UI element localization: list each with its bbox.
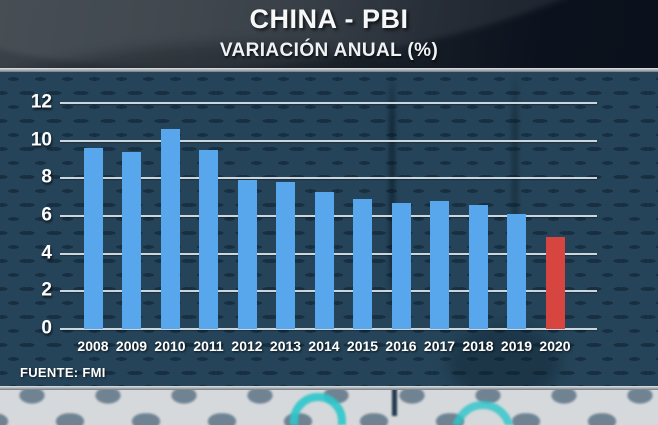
y-axis-label-2: 2 [41,279,52,301]
x-axis-label-2017: 2017 [423,338,456,354]
chart-subtitle: VARIACIÓN ANUAL (%) [219,40,439,61]
x-axis-label-2011: 2011 [193,338,224,354]
bar-2009 [122,151,141,329]
x-axis-label-2013: 2013 [269,338,302,354]
silver-divider-top [0,68,658,72]
teal-ring-decoration [290,393,514,425]
background-shadow-streak [512,72,518,317]
bar-2015 [353,199,372,329]
bar-2016 [391,202,411,329]
gridline-10 [60,139,597,142]
x-axis-label-2015: 2015 [346,338,379,354]
x-axis-label-2018: 2018 [462,338,494,354]
y-axis-label-6: 6 [41,204,52,226]
bar-2013 [276,182,295,329]
x-axis-label-2020: 2020 [539,338,571,354]
bar-2011 [199,150,218,329]
chart-title: CHINA - PBI [249,4,409,34]
bar-2008 [83,148,103,329]
y-axis-label-4: 4 [41,242,52,264]
chart-panel: 0 2 4 6 8 10 12 2008 2009 2010 2011 2012 2013 2014 201… [0,72,658,402]
y-axis-label-10: 10 [30,129,52,151]
bar-2019 [507,214,526,329]
bar-2014 [314,191,334,329]
gridline-8 [60,177,597,180]
x-axis-label-2008: 2008 [77,338,109,354]
bar-2018 [468,204,488,329]
x-axis-label-2016: 2016 [385,338,417,354]
studio-floor [0,390,658,425]
x-axis-label-2010: 2010 [154,338,186,354]
x-axis-label-2019: 2019 [500,338,533,354]
bar-2010 [160,129,180,329]
bar-2020 [545,236,565,329]
background-shadow-streak [389,72,395,317]
stand-leg-shadow [392,390,397,416]
gridline-12 [60,102,597,104]
gridline-0 [60,328,597,330]
source-label: FUENTE: FMI [20,365,106,380]
y-axis-label-12: 12 [30,91,52,113]
x-axis-label-2009: 2009 [115,338,148,354]
silver-divider-bottom [0,386,658,390]
x-axis-label-2014: 2014 [308,338,340,354]
title-banner: CHINA - PBI VARIACIÓN ANUAL (%) [0,0,658,68]
y-axis-label-0: 0 [41,317,52,339]
y-axis-label-8: 8 [41,166,52,188]
x-axis-label-2012: 2012 [231,338,263,354]
bar-2017 [430,200,449,329]
bar-2012 [237,180,257,329]
